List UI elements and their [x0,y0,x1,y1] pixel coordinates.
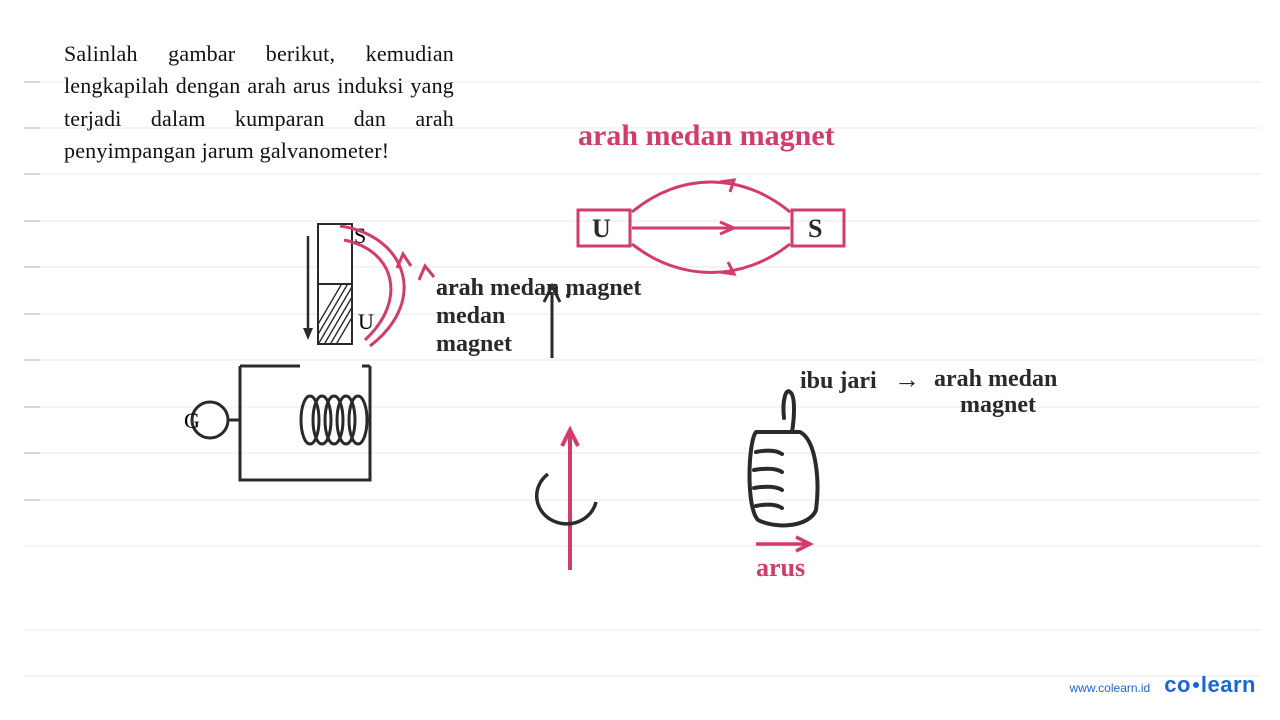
magnet-s-label: S [354,223,366,248]
dot-icon [566,294,570,298]
logo-right: learn [1201,672,1256,697]
u-pole-box [578,210,630,246]
loop-arrow [537,474,596,524]
magnet-hatched [304,280,374,348]
up-arrow-head [544,286,560,302]
galvanometer-label: G [184,408,200,433]
current-wire-arrowhead [562,430,578,446]
field-arrows [632,180,790,274]
circuit-diagram: S U G arah medan magnet [184,223,641,480]
arus-arrow-head [796,537,810,551]
s-pole-box [792,210,844,246]
magnet-fall-arrowhead [303,328,313,340]
thumb-meaning: arah medan magnet [934,366,1063,418]
pink-field-arcs [340,226,434,346]
field-title: arah medan magnet [578,119,835,152]
galvanometer-icon [192,402,228,438]
footer-url: www.colearn.id [1070,681,1151,695]
arus-label: arus [756,553,805,582]
footer-logo: colearn [1164,672,1256,698]
u-pole-label: U [592,214,611,243]
footer: www.colearn.id colearn [1070,672,1256,698]
s-pole-label: S [808,214,822,243]
right-hand-rule: ibu jari → arah medan magnet arus [750,365,1064,582]
question-text: Salinlah gambar berikut, kemudian lengka… [64,38,454,167]
logo-dot-icon [1193,682,1199,688]
logo-left: co [1164,672,1191,697]
magnet-u-label: U [358,309,374,334]
field-label-line1: arah medan magnet [436,275,641,301]
circuit-wire [240,366,370,480]
thumb-label: ibu jari [800,368,877,394]
hand-icon [750,391,818,525]
coil-icon [301,396,367,444]
field-label-1: arah medan magnet [436,275,641,301]
current-wire-diagram [537,430,596,570]
thumb-arrow: → [894,365,920,394]
field-direction-diagram: arah medan magnet U S [578,119,844,274]
pink-field-text: arah medan magnet [436,275,512,357]
magnet-body [318,224,352,344]
